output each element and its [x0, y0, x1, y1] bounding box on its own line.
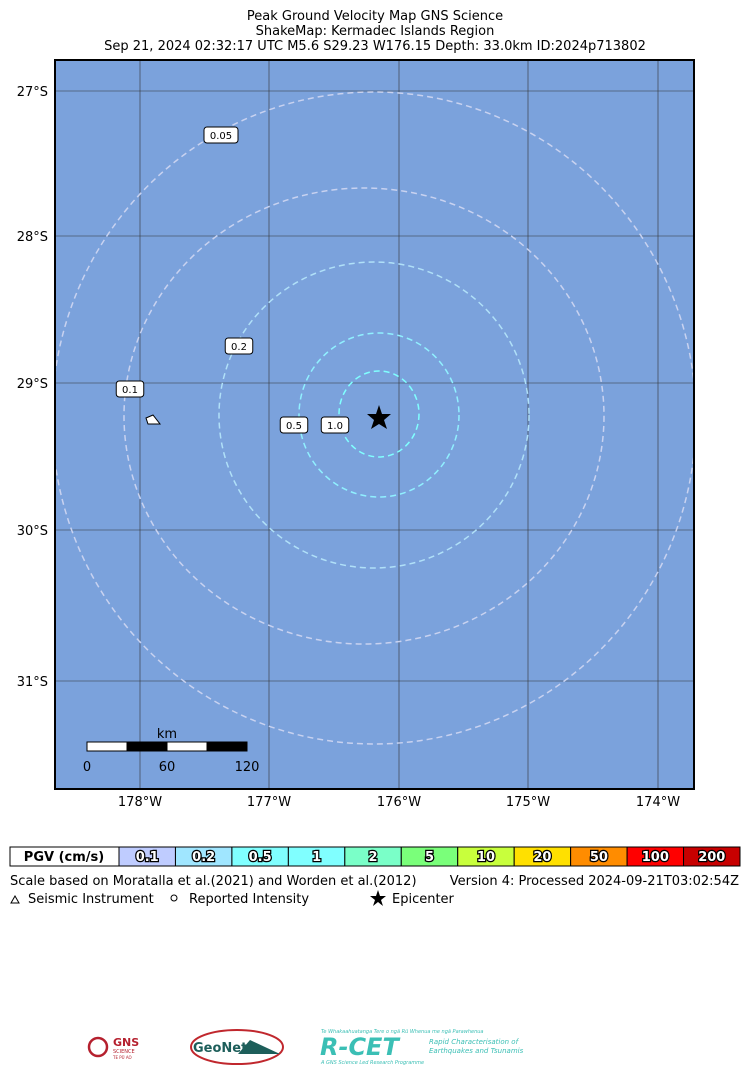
lon-label: 177°W [247, 795, 291, 810]
contour [218, 261, 530, 569]
legend-label: 20 [533, 850, 551, 865]
scale-bar: km 0 60 120 [83, 727, 260, 775]
lat-label: 27°S [17, 85, 48, 100]
contour-label: 1.0 [327, 421, 343, 432]
title: Peak Ground Velocity Map GNS Science [247, 9, 503, 24]
scale-seg [86, 741, 128, 752]
contour-label: 0.05 [210, 131, 232, 142]
lon-label: 178°W [118, 795, 162, 810]
legend-label: 1 [312, 850, 321, 865]
logos: GNS SCIENCE TE PŪ AO GeoNet Te Whakaahua… [87, 1029, 524, 1066]
contour-label-box [320, 416, 350, 434]
gns-icon [87, 1036, 109, 1058]
rcet-top: Te Whakaahuatanga Tere o ngā Rū Whenua m… [321, 1029, 483, 1035]
instrument-icon [10, 894, 20, 904]
legend-label: 0.2 [192, 850, 215, 865]
contour-label-box [203, 126, 239, 144]
rcet-logo: R-CET [320, 1033, 400, 1061]
key: Reported Intensity [189, 892, 309, 907]
legend-label: 0.1 [136, 850, 159, 865]
version: Version 4: Processed 2024-09-21T03:02:54… [450, 874, 739, 889]
rcet-desc: Rapid Characterisation of [429, 1038, 520, 1046]
contour-label-box [224, 337, 254, 355]
legend-label: 200 [698, 850, 725, 865]
key: Seismic Instrument [28, 892, 154, 907]
rcet-desc: Earthquakes and Tsunamis [429, 1047, 524, 1055]
scale-seg [166, 741, 208, 752]
legend-label: 10 [477, 850, 495, 865]
gns-logo: GNS [113, 1036, 139, 1049]
key: Epicenter [392, 892, 455, 907]
grid [55, 60, 694, 789]
legend: PGV (cm/s) 0.1 0.2 0.5 1 2 5 10 20 50 100 200 [9, 846, 741, 867]
lat-label: 30°S [17, 524, 48, 539]
lon-label: 174°W [636, 795, 680, 810]
epicenter-icon [370, 890, 386, 906]
gns-logo-maori: TE PŪ AO [112, 1055, 132, 1060]
epicenter [367, 405, 391, 429]
contour-label: 0.2 [231, 342, 247, 353]
legend-label: 100 [642, 850, 669, 865]
scale-unit: km [157, 727, 177, 742]
lat-label: 29°S [17, 377, 48, 392]
scale-seg [206, 741, 248, 752]
lat-label: 28°S [17, 230, 48, 245]
geonet-logo: GeoNet [193, 1041, 247, 1056]
legend-label: 50 [590, 850, 608, 865]
map-frame [54, 59, 695, 790]
scale-tick: 60 [159, 760, 176, 775]
contour-label: 0.5 [286, 421, 302, 432]
event-info: Sep 21, 2024 02:32:17 UTC M5.6 S29.23 W1… [104, 39, 646, 54]
legend-cell [683, 846, 741, 867]
contour-label: 0.1 [122, 385, 138, 396]
lon-label: 176°W [377, 795, 421, 810]
gns-logo-sub: SCIENCE [113, 1049, 135, 1055]
intensity-icon [170, 894, 178, 902]
contour [338, 370, 420, 458]
rcet-bottom: A GNS Science Led Research Programme [320, 1060, 424, 1066]
scale-tick: 0 [83, 760, 91, 775]
legend-label: 5 [425, 850, 434, 865]
contours [55, 91, 694, 745]
subtitle: ShakeMap: Kermadec Islands Region [256, 24, 495, 39]
lat-label: 31°S [17, 675, 48, 690]
legend-title: PGV (cm/s) [24, 850, 104, 865]
geonet-ring [190, 1029, 284, 1065]
legend-label: 0.5 [249, 850, 272, 865]
legend-label: 2 [369, 850, 378, 865]
contour [298, 332, 460, 498]
scale-tick: 120 [235, 760, 260, 775]
contour-label-box [279, 416, 309, 434]
geonet-mount [238, 1040, 280, 1054]
lon-label: 175°W [506, 795, 550, 810]
island [145, 414, 162, 425]
scale-seg [126, 741, 168, 752]
contour-labels: 0.05 0.2 0.1 0.5 1.0 [115, 126, 350, 434]
contour [123, 187, 605, 645]
contour-label-box [115, 380, 145, 398]
scale-note: Scale based on Moratalla et al.(2021) an… [10, 874, 417, 889]
